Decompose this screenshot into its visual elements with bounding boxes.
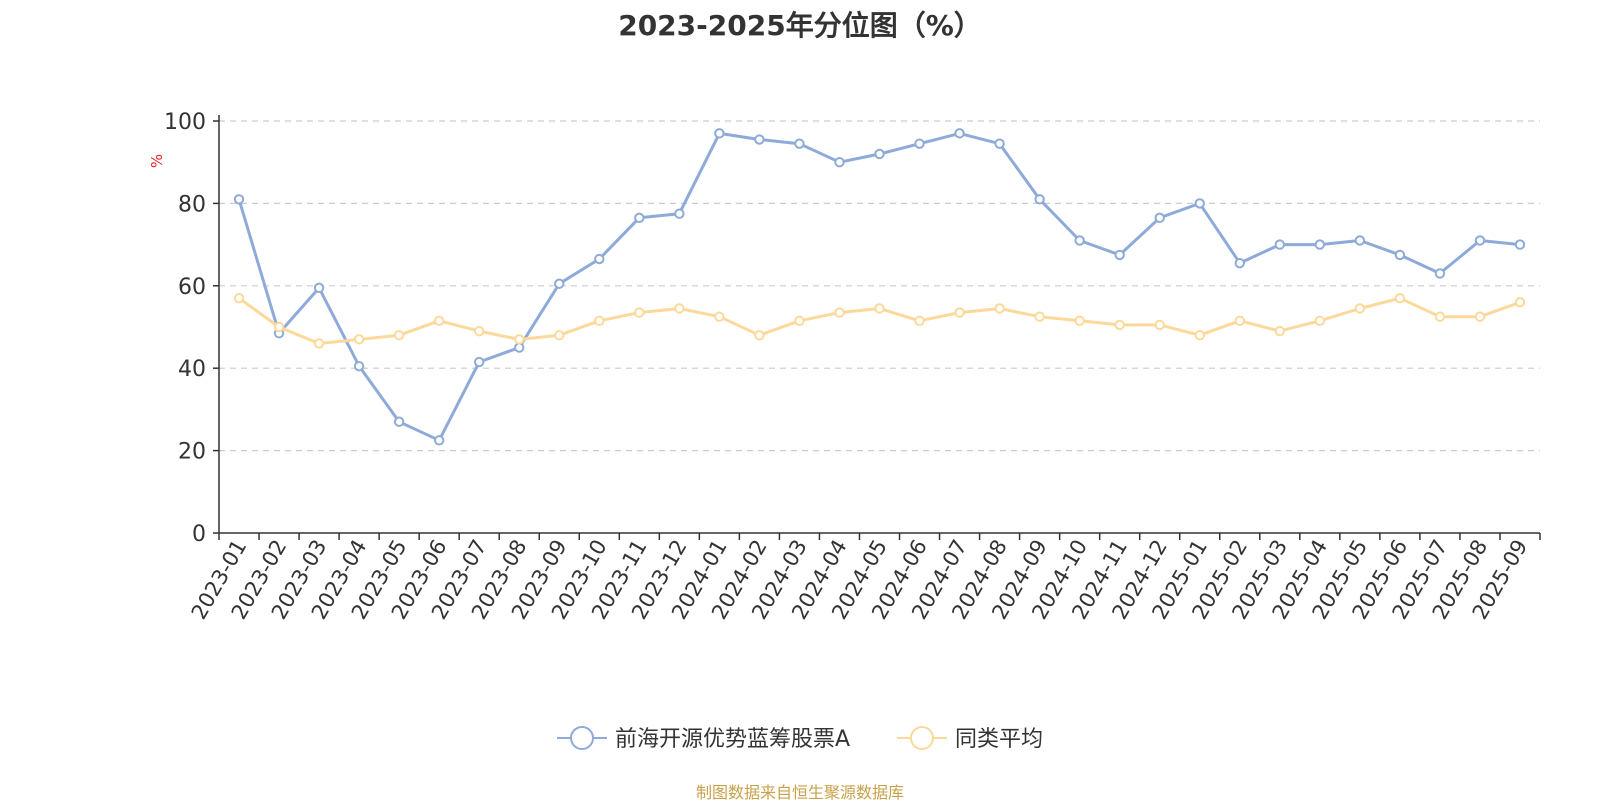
data-point[interactable] — [914, 315, 925, 327]
data-point[interactable] — [1114, 249, 1125, 261]
y-tick-label: 60 — [178, 275, 206, 300]
legend-item-1[interactable]: 前海开源优势蓝筹股票A — [557, 726, 850, 752]
data-point[interactable] — [1474, 311, 1486, 322]
data-point[interactable] — [353, 360, 365, 372]
data-point[interactable] — [554, 330, 565, 341]
data-point[interactable] — [353, 334, 365, 345]
y-tick-label: 80 — [178, 192, 206, 217]
y-axis-label: % — [148, 154, 166, 168]
data-point[interactable] — [1034, 194, 1045, 205]
data-point[interactable] — [834, 307, 845, 318]
data-point[interactable] — [634, 307, 645, 318]
series-1 — [233, 128, 1526, 446]
data-point[interactable] — [1434, 268, 1446, 279]
data-point[interactable] — [473, 356, 485, 368]
data-point[interactable] — [1234, 315, 1245, 327]
data-point[interactable] — [994, 303, 1005, 314]
data-point[interactable] — [1234, 257, 1245, 269]
data-point[interactable] — [794, 138, 805, 149]
data-point[interactable] — [1274, 239, 1286, 250]
data-point[interactable] — [1314, 239, 1326, 250]
data-point[interactable] — [1514, 239, 1526, 250]
data-point[interactable] — [634, 212, 645, 224]
data-point[interactable] — [1434, 311, 1446, 322]
data-point[interactable] — [954, 128, 965, 139]
series-lines — [233, 128, 1526, 446]
legend-marker — [570, 726, 594, 750]
data-point[interactable] — [754, 330, 765, 341]
legend[interactable]: 前海开源优势蓝筹股票A 同类平均 — [557, 726, 1043, 752]
y-tick-label: 100 — [164, 110, 206, 135]
data-point[interactable] — [954, 307, 965, 318]
data-point[interactable] — [1034, 311, 1045, 322]
legend-label: 同类平均 — [955, 727, 1043, 752]
legend-label: 前海开源优势蓝筹股票A — [615, 727, 850, 752]
grid-lines — [219, 120, 1540, 452]
y-tick-label: 40 — [178, 357, 206, 382]
legend-item-2[interactable]: 同类平均 — [897, 726, 1043, 752]
data-point[interactable] — [514, 334, 525, 345]
data-point[interactable] — [1194, 198, 1205, 209]
data-point[interactable] — [1354, 235, 1366, 246]
data-point[interactable] — [233, 292, 245, 304]
data-point[interactable] — [514, 342, 525, 353]
data-point[interactable] — [1154, 319, 1165, 331]
data-point[interactable] — [594, 315, 605, 327]
series-2 — [233, 292, 1526, 349]
data-point[interactable] — [1114, 319, 1125, 331]
data-point[interactable] — [1154, 212, 1165, 224]
data-point[interactable] — [754, 134, 765, 145]
source-note: 制图数据来自恒生聚源数据库 — [695, 783, 904, 802]
data-point[interactable] — [433, 435, 445, 446]
data-point[interactable] — [834, 157, 845, 168]
chart-title: 2023-2025年分位图（%） — [618, 9, 982, 42]
data-point[interactable] — [1514, 297, 1526, 308]
data-point[interactable] — [594, 253, 605, 265]
data-point[interactable] — [714, 128, 725, 139]
data-point[interactable] — [233, 194, 245, 205]
data-point[interactable] — [1274, 325, 1286, 337]
data-point[interactable] — [714, 311, 725, 322]
data-point[interactable] — [1074, 315, 1085, 327]
data-point[interactable] — [473, 325, 485, 337]
data-point[interactable] — [1074, 235, 1085, 246]
data-point[interactable] — [273, 321, 285, 333]
data-point[interactable] — [393, 330, 405, 341]
data-point[interactable] — [674, 303, 685, 314]
data-point[interactable] — [1354, 303, 1366, 314]
data-point[interactable] — [874, 303, 885, 314]
data-point[interactable] — [393, 416, 405, 427]
data-point[interactable] — [313, 282, 325, 294]
y-tick-label: 0 — [192, 522, 206, 547]
series-line — [237, 131, 1521, 442]
data-point[interactable] — [794, 315, 805, 327]
data-point[interactable] — [433, 315, 445, 327]
data-point[interactable] — [1194, 330, 1205, 341]
data-point[interactable] — [1394, 249, 1406, 261]
data-point[interactable] — [1394, 292, 1406, 304]
data-point[interactable] — [1474, 235, 1486, 246]
data-point[interactable] — [1314, 315, 1326, 327]
data-point[interactable] — [914, 138, 925, 149]
data-point[interactable] — [994, 138, 1005, 149]
y-tick-label: 20 — [178, 440, 206, 465]
data-point[interactable] — [313, 338, 325, 349]
data-point[interactable] — [674, 208, 685, 219]
legend-marker — [910, 726, 934, 750]
data-point[interactable] — [874, 148, 885, 160]
data-point[interactable] — [554, 278, 565, 289]
